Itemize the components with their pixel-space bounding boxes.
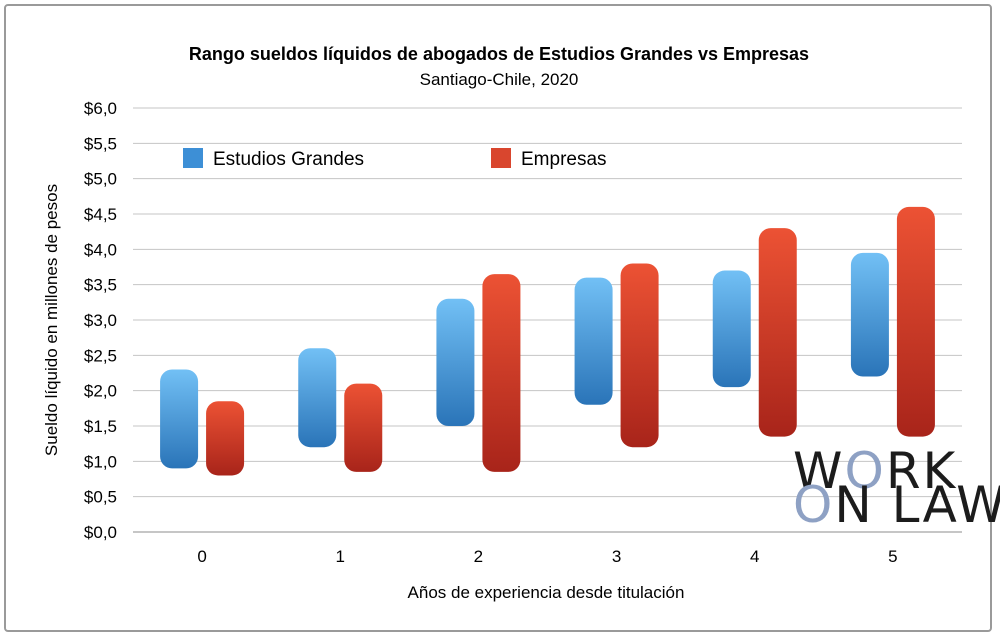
legend-swatch-empresas bbox=[491, 148, 511, 168]
y-tick-label: $4,5 bbox=[84, 205, 117, 224]
y-tick-label: $1,5 bbox=[84, 417, 117, 436]
chart-subtitle: Santiago-Chile, 2020 bbox=[420, 70, 579, 89]
y-axis-label: Sueldo líquido en millones de pesos bbox=[42, 184, 61, 456]
bar-estudios-grandes-0 bbox=[160, 369, 199, 469]
y-tick-label: $0,0 bbox=[84, 523, 117, 542]
bar-empresas-3 bbox=[620, 263, 659, 448]
y-tick-label: $5,5 bbox=[84, 134, 117, 153]
bar-empresas-4 bbox=[758, 228, 797, 437]
bar-estudios-grandes-3 bbox=[574, 277, 613, 405]
y-tick-label: $1,0 bbox=[84, 452, 117, 471]
legend-label-empresas: Empresas bbox=[521, 149, 607, 170]
y-tick-label: $0,5 bbox=[84, 488, 117, 507]
gridlines bbox=[133, 107, 962, 533]
x-axis-label: Años de experiencia desde titulación bbox=[408, 583, 685, 602]
x-tick-label: 4 bbox=[750, 547, 759, 566]
y-tick-label: $2,5 bbox=[84, 346, 117, 365]
work-on-law-logo: WORK ON LAW bbox=[793, 442, 1000, 534]
svg-text:ON LAW: ON LAW bbox=[793, 476, 1000, 534]
y-tick-label: $3,0 bbox=[84, 311, 117, 330]
legend-swatch-estudios-grandes bbox=[183, 148, 203, 168]
x-tick-label: 1 bbox=[336, 547, 345, 566]
bar-empresas-1 bbox=[344, 383, 383, 472]
y-tick-label: $2,0 bbox=[84, 382, 117, 401]
svg-text:WORK: WORK bbox=[793, 442, 957, 500]
legend-label-estudios-grandes: Estudios Grandes bbox=[213, 149, 364, 170]
bar-empresas-5 bbox=[896, 206, 935, 437]
bar-estudios-grandes-1 bbox=[298, 348, 337, 448]
bar-empresas-2 bbox=[482, 274, 521, 472]
x-tick-label: 3 bbox=[612, 547, 621, 566]
y-tick-label: $3,5 bbox=[84, 276, 117, 295]
y-tick-label: $4,0 bbox=[84, 240, 117, 259]
bars bbox=[160, 206, 935, 476]
bar-estudios-grandes-2 bbox=[436, 298, 475, 426]
y-tick-label: $5,0 bbox=[84, 170, 117, 189]
x-axis-ticks: 0 1 2 3 4 5 bbox=[197, 547, 897, 566]
legend: Estudios Grandes Empresas bbox=[183, 148, 607, 170]
bar-estudios-grandes-4 bbox=[712, 270, 751, 388]
x-tick-label: 5 bbox=[888, 547, 897, 566]
bar-empresas-0 bbox=[206, 401, 245, 476]
x-tick-label: 2 bbox=[474, 547, 483, 566]
y-axis-ticks: $0,0 $0,5 $1,0 $1,5 $2,0 $2,5 $3,0 $3,5 $4,0 $4,5… bbox=[84, 99, 117, 542]
chart-title: Rango sueldos líquidos de abogados de Es… bbox=[189, 44, 809, 64]
y-tick-label: $6,0 bbox=[84, 99, 117, 118]
bar-estudios-grandes-5 bbox=[850, 252, 889, 377]
x-tick-label: 0 bbox=[197, 547, 206, 566]
